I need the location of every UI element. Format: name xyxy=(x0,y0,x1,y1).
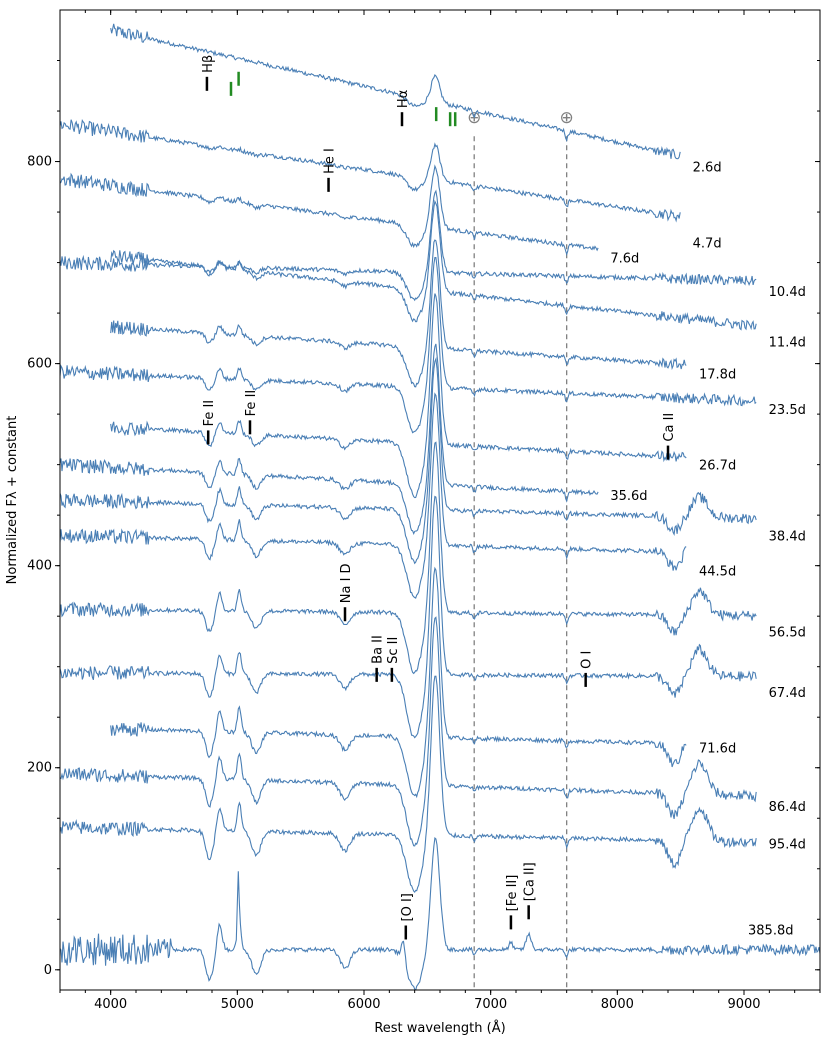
line-id-label: He I xyxy=(323,148,338,174)
spectrum-2.6d xyxy=(110,23,681,160)
spectrum-23.5d xyxy=(60,256,757,434)
line-id-label: Fe II xyxy=(244,390,259,417)
epoch-label: 26.7d xyxy=(699,459,736,474)
line-id-label: [Ca II] xyxy=(523,862,538,901)
epoch-label: 44.5d xyxy=(699,565,736,580)
line-id-label: Ba II xyxy=(371,635,386,664)
epoch-label: 2.6d xyxy=(693,161,722,176)
x-tick-label: 4000 xyxy=(94,997,127,1012)
x-tick-label: 5000 xyxy=(221,997,254,1012)
spectrum-35.6d xyxy=(60,343,599,536)
line-id-label: Sc II xyxy=(386,637,401,664)
line-id-label: Na I D xyxy=(339,563,354,603)
epoch-labels: 2.6d 4.7d 7.6d 10.4d 11.4d 17.8d 23.5d 26.7d 35.… xyxy=(610,161,806,939)
line-id-label: [Fe II] xyxy=(505,875,520,912)
x-tick-label: 7000 xyxy=(474,997,507,1012)
y-axis: 0 200 400 600 800 xyxy=(27,60,820,978)
spectrum-17.8d xyxy=(110,239,687,388)
y-tick-label: 200 xyxy=(27,761,52,776)
epoch-label: 17.8d xyxy=(699,368,736,383)
spectrum-44.5d xyxy=(60,392,687,599)
epoch-label: 35.6d xyxy=(610,489,647,504)
epoch-label: 38.4d xyxy=(769,529,806,544)
epoch-label: 56.5d xyxy=(769,625,806,640)
x-tick-label: 8000 xyxy=(601,997,634,1012)
epoch-label: 4.7d xyxy=(693,236,722,251)
line-id-label: Fe II xyxy=(202,400,217,427)
epoch-label: 7.6d xyxy=(610,252,639,267)
epoch-label: 385.8d xyxy=(748,923,793,938)
plot-area: ⊕ ⊕ Hβ Hα He I Fe II Fe II Ca II Na I D Ba II Sc … xyxy=(60,23,820,990)
y-tick-label: 600 xyxy=(27,357,52,372)
spectrum-10.4d xyxy=(60,189,757,302)
telluric-symbol: ⊕ xyxy=(560,108,574,128)
line-id-label: Hα xyxy=(396,90,411,108)
line-id-layer: Hβ Hα He I Fe II Fe II Ca II Na I D Ba II Sc II O… xyxy=(201,55,677,940)
line-id-label: Hβ xyxy=(201,55,216,73)
spectrum-11.4d xyxy=(110,199,757,331)
epoch-label: 23.5d xyxy=(769,403,806,418)
epoch-label: 86.4d xyxy=(769,800,806,815)
spectrum-56.5d xyxy=(60,441,757,675)
spectrum-95.4d xyxy=(60,675,757,893)
x-axis-title: Rest wavelength (Å) xyxy=(374,1020,505,1036)
x-tick-label: 9000 xyxy=(727,997,760,1012)
epoch-label: 67.4d xyxy=(769,686,806,701)
line-id-label: [O I] xyxy=(400,893,415,921)
y-tick-label: 0 xyxy=(44,963,52,978)
epoch-label: 10.4d xyxy=(769,285,806,300)
epoch-label: 71.6d xyxy=(699,742,736,757)
spectrum-86.4d xyxy=(60,616,757,847)
y-tick-label: 800 xyxy=(27,155,52,170)
spectrum-67.4d xyxy=(60,495,757,739)
spectrum-38.4d xyxy=(60,357,757,565)
y-tick-label: 400 xyxy=(27,559,52,574)
spectrum-385.8d xyxy=(60,837,820,990)
x-tick-label: 6000 xyxy=(347,997,380,1012)
spectrum-4.7d xyxy=(60,119,681,223)
line-id-label: Ca II xyxy=(662,413,677,442)
spectrum-71.6d xyxy=(110,566,687,799)
spectra-layer xyxy=(60,23,820,990)
y-axis-title: Normalized Fλ + constant xyxy=(5,416,20,585)
telluric-symbol: ⊕ xyxy=(467,108,481,128)
epoch-label: 11.4d xyxy=(769,335,806,350)
spectrum-7.6d xyxy=(60,164,599,256)
line-id-label: O I xyxy=(580,651,595,669)
epoch-label: 95.4d xyxy=(769,838,806,853)
x-axis: 4000 5000 6000 7000 8000 9000 xyxy=(59,10,821,1012)
spectrum-26.7d xyxy=(110,293,687,499)
